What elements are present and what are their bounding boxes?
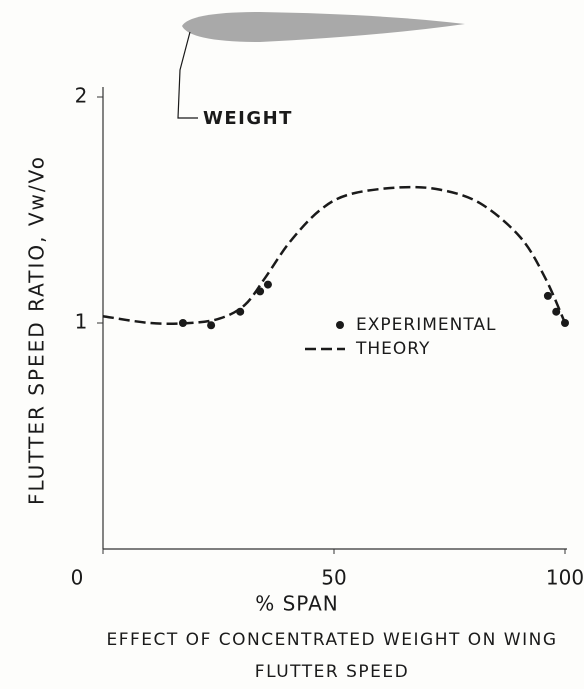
data-point [543, 291, 552, 300]
y-tick-label: 1 [75, 310, 88, 334]
data-point [207, 321, 216, 330]
x-axis-label: % SPAN [255, 592, 338, 616]
legend-label: EXPERIMENTAL [356, 315, 497, 335]
x-tick-label: 0 [71, 566, 84, 590]
y-tick-label: 2 [75, 84, 88, 108]
annotation: WEIGHT [203, 108, 293, 129]
legend-label: THEORY [355, 339, 430, 359]
x-tick-label: 100 [546, 566, 584, 590]
weight-pointer [177, 31, 198, 119]
airfoil [182, 12, 465, 42]
y-axis-label: FLUTTER SPEED RATIO, Vw/Vo [25, 155, 49, 505]
chart-title: EFFECT OF CONCENTRATED WEIGHT ON WING FL… [106, 630, 558, 682]
x-tick-label: 50 [321, 566, 346, 590]
legend-marker [336, 321, 344, 329]
data-point [263, 280, 272, 289]
theory-line [102, 185, 567, 325]
